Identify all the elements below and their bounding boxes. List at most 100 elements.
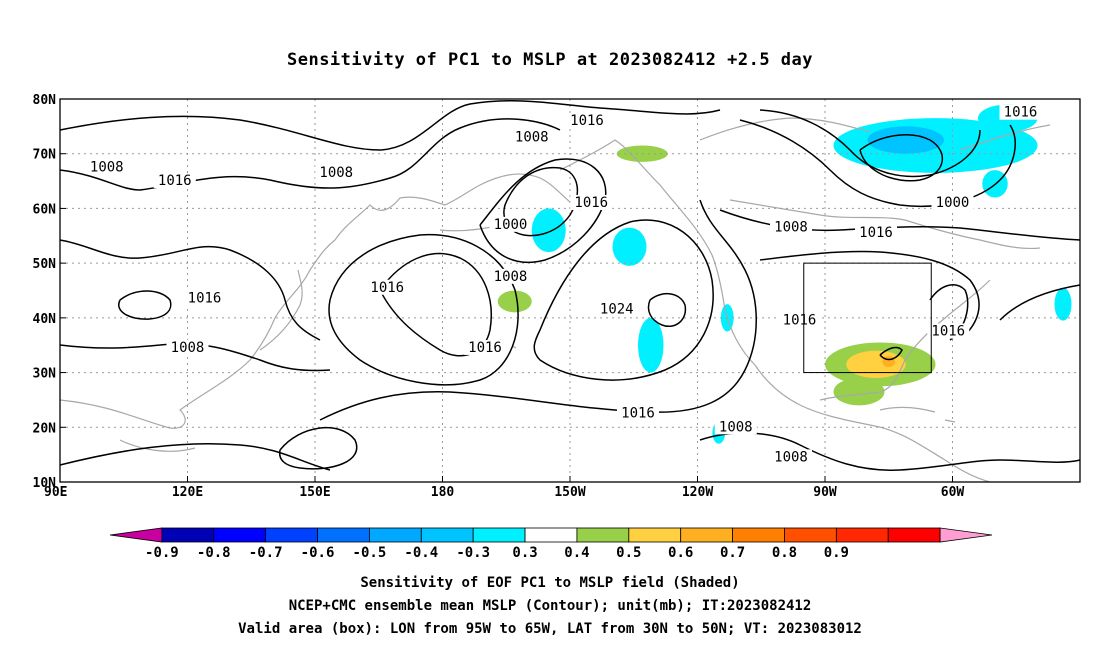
coastline-3: [334, 184, 481, 241]
sensitivity-shading-layer: [497, 104, 1072, 444]
legend-level-label-5: -0.4: [404, 545, 438, 561]
isobar-contour-1: [59, 118, 561, 191]
isobar-label-bg: [489, 268, 532, 284]
axis-tick-labels: 90E 120E 150E 180 150W 120W 90W 60W 80N 70N 60N 50N…: [33, 93, 965, 500]
isobar-label-8: 1016: [1004, 105, 1038, 121]
legend-level-label-4: -0.5: [353, 545, 387, 561]
legend-swatch-10: [628, 527, 682, 543]
isobar-label-bg: [366, 279, 409, 295]
coastline-9: [729, 199, 1041, 250]
shaded-area-11: [497, 290, 532, 313]
isobar-label-bg: [931, 194, 974, 210]
isobar-label-17: 1016: [783, 313, 817, 329]
isobar-label-bg: [714, 419, 757, 435]
isobar-label-16: 1008: [171, 340, 205, 356]
isobar-label-bg: [595, 301, 638, 317]
legend-swatch-1: [161, 527, 215, 543]
isobar-label-bg: [999, 104, 1042, 120]
isobar-contour-0: [59, 100, 721, 151]
shaded-area-14: [846, 350, 906, 379]
legend-swatch-11: [680, 527, 733, 543]
legend-level-label-6: -0.3: [456, 545, 490, 561]
isobar-label-6: 1016: [574, 195, 608, 211]
lon-tick-label-7: 60W: [941, 485, 965, 500]
lon-tick-label-4: 150W: [554, 485, 585, 500]
caption-shading: Sensitivity of EOF PC1 to MSLP field (Sh…: [360, 575, 740, 591]
lat-tick-label-2: 60N: [33, 202, 57, 217]
isobar-label-9: 1000: [936, 195, 970, 211]
shaded-area-6: [638, 317, 664, 373]
isobar-label-21: 1008: [774, 449, 808, 465]
isobar-label-14: 1024: [600, 302, 634, 318]
isobar-label-layer: 1016 1008 1008 1008 1016 1000 1016 1008 1016 1000…: [85, 104, 1042, 465]
isobar-contour-16: [759, 250, 980, 336]
isobar-label-bg: [85, 159, 128, 175]
lon-tick-label-6: 90W: [813, 485, 837, 500]
isobar-label-13: 1016: [370, 280, 404, 296]
shaded-area-5: [612, 227, 647, 266]
isobar-label-18: 1016: [931, 324, 965, 340]
coastline-2: [259, 269, 303, 351]
legend-swatch-13: [784, 527, 837, 543]
isobar-contour-22: [118, 290, 172, 320]
isobar-label-3: 1008: [90, 159, 124, 175]
coastline-12: [879, 406, 956, 423]
lat-tick-label-6: 20N: [33, 421, 57, 436]
isobar-contour-8: [533, 219, 714, 381]
shaded-area-4: [531, 208, 566, 253]
coastline-7: [754, 364, 991, 483]
isobar-contour-19: [999, 284, 1081, 321]
legend-swatch-9: [576, 527, 630, 543]
lon-tick-label-3: 180: [431, 485, 455, 500]
legend-swatch-5: [369, 527, 422, 543]
legend-level-label-0: -0.9: [145, 545, 179, 561]
lon-tick-label-0: 90E: [44, 485, 67, 500]
isobar-label-0: 1016: [570, 113, 604, 129]
shaded-area-1: [867, 126, 944, 154]
coastline-0: [59, 239, 336, 429]
coastline-1: [119, 439, 196, 452]
legend-level-label-10: 0.6: [668, 545, 693, 561]
legend-swatch-7: [472, 527, 526, 543]
isobar-contour-12: [739, 119, 1016, 208]
coastline-layer: [59, 117, 1051, 483]
isobar-contour-13: [759, 109, 981, 178]
legend-swatch-14: [835, 527, 889, 543]
legend-swatch-3: [265, 527, 318, 543]
shaded-area-13: [833, 378, 885, 406]
lat-tick-label-1: 70N: [33, 148, 57, 163]
lat-tick-label-7: 10N: [33, 476, 57, 491]
valid-area-box: [803, 262, 932, 374]
legend-swatch-4: [317, 527, 370, 543]
isobar-contour-11: [699, 432, 1081, 471]
isobar-contour-17: [879, 346, 903, 361]
legend-level-label-7: 0.3: [512, 545, 537, 561]
lat-tick-label-0: 80N: [33, 93, 57, 108]
color-legend: -0.9 -0.8 -0.7 -0.6 -0.5 -0.4 -0.3 0.3 0.4 0.5 0.6…: [109, 527, 993, 561]
legend-level-label-1: -0.8: [197, 545, 231, 561]
coastline-8: [819, 279, 991, 401]
isobar-contour-21: [647, 293, 687, 327]
isobar-label-bg: [927, 323, 970, 339]
isobar-label-bg: [464, 339, 506, 355]
legend-level-label-9: 0.5: [616, 545, 641, 561]
lon-tick-label-5: 120W: [682, 485, 713, 500]
isobar-label-2: 1008: [319, 165, 353, 181]
isobar-contour-4: [379, 252, 492, 357]
legend-swatch-12: [732, 527, 785, 543]
isobar-label-5: 1000: [494, 217, 528, 233]
isobar-label-bg: [489, 216, 532, 232]
legend-level-label-13: 0.9: [824, 545, 849, 561]
isobar-label-bg: [153, 173, 196, 189]
isobar-label-10: 1008: [774, 220, 808, 236]
isobar-contour-9: [319, 199, 757, 421]
caption-valid-area: Valid area (box): LON from 95W to 65W, L…: [238, 621, 862, 637]
lat-tick-label-3: 50N: [33, 257, 57, 272]
map-title: Sensitivity of PC1 to MSLP at 2023082412…: [286, 50, 813, 70]
isobar-label-bg: [315, 164, 358, 180]
isobar-label-bg: [778, 312, 821, 328]
isobar-label-bg: [166, 339, 209, 355]
lon-tick-label-2: 150E: [299, 485, 330, 500]
legend-level-label-2: -0.7: [249, 545, 283, 561]
legend-arrow-high: [939, 527, 993, 543]
